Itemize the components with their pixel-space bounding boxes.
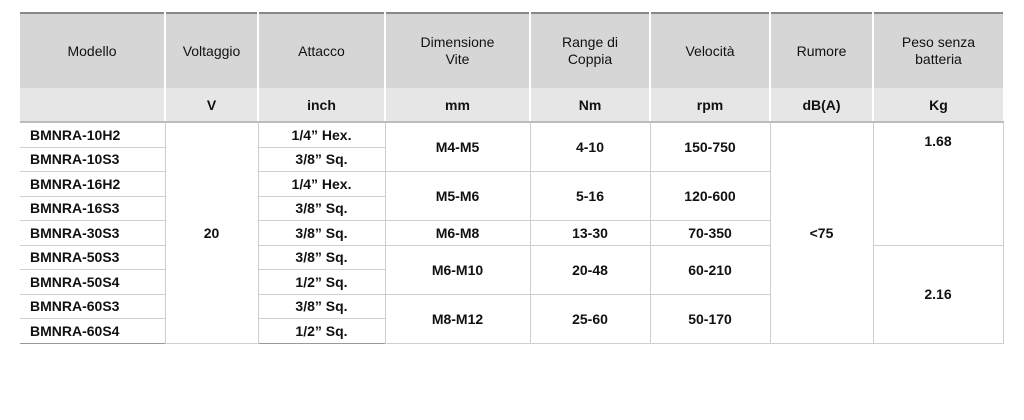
model: BMNRA-60S4: [20, 318, 166, 344]
screw-size: M8-M12: [384, 293, 531, 344]
fitting: 1/2” Sq.: [257, 318, 386, 344]
header-cell: Dimensione Vite: [384, 13, 530, 88]
header-cell: Peso senza batteria: [872, 13, 1003, 88]
model: BMNRA-50S4: [20, 269, 166, 295]
header-cell: Modello: [20, 13, 165, 88]
weight: 2.16: [872, 244, 1004, 344]
fitting: 1/4” Hex.: [257, 171, 386, 197]
model: BMNRA-10H2: [20, 121, 166, 148]
header-cell: Attacco: [257, 13, 385, 88]
screw-size: M4-M5: [384, 121, 531, 172]
header-cell: Velocità: [649, 13, 770, 88]
units-cell: Nm: [529, 88, 650, 123]
row: BMNRA-60S4 1/2” Sq.: [20, 318, 1003, 344]
units-cell: rpm: [649, 88, 770, 123]
header-cell: Rumore: [769, 13, 873, 88]
units-cell: dB(A): [769, 88, 873, 123]
torque-range: 5-16: [529, 171, 651, 221]
screw-size: M5-M6: [384, 171, 531, 221]
fitting: 1/4” Hex.: [257, 121, 386, 148]
fitting: 1/2” Sq.: [257, 269, 386, 295]
spec-table: Modello Voltaggio Attacco Dimensione Vit…: [20, 12, 1004, 344]
units-cell: V: [164, 88, 258, 123]
model: BMNRA-16S3: [20, 195, 166, 221]
fitting: 3/8” Sq.: [257, 220, 386, 246]
row: BMNRA-60S3 3/8” Sq. M8-M12 25-60 50-170: [20, 293, 1003, 344]
model: BMNRA-50S3: [20, 244, 166, 270]
units-cell: mm: [384, 88, 530, 123]
header-row: Modello Voltaggio Attacco Dimensione Vit…: [20, 13, 1003, 88]
row: BMNRA-16S3 3/8” Sq.: [20, 195, 1003, 221]
model: BMNRA-60S3: [20, 293, 166, 319]
speed: 60-210: [649, 244, 771, 295]
speed: 120-600: [649, 171, 771, 221]
screw-size: M6-M10: [384, 244, 531, 295]
torque-range: 25-60: [529, 293, 651, 344]
fitting: 3/8” Sq.: [257, 195, 386, 221]
fitting: 3/8” Sq.: [257, 293, 386, 319]
voltage: 20: [164, 121, 259, 344]
model: BMNRA-16H2: [20, 171, 166, 197]
row: BMNRA-10H2 20 1/4” Hex. M4-M5 4-10 150-7…: [20, 121, 1004, 344]
row: BMNRA-30S3 3/8” Sq. M6-M8 13-30 70-350: [20, 220, 1003, 246]
model: BMNRA-30S3: [20, 220, 166, 246]
torque-range: 13-30: [529, 220, 651, 246]
table-body: BMNRA-10H2 20 1/4” Hex. M4-M5 4-10 150-7…: [20, 121, 1004, 344]
model: BMNRA-10S3: [20, 146, 166, 172]
header-cell: Voltaggio: [164, 13, 258, 88]
units-row: V inch mm Nm rpm dB(A) Kg: [20, 88, 1003, 123]
units-cell: Kg: [872, 88, 1003, 123]
weight: 1.68: [872, 121, 1004, 246]
speed: 70-350: [649, 220, 771, 246]
header-cell: Range di Coppia: [529, 13, 650, 88]
fitting: 3/8” Sq.: [257, 146, 386, 172]
torque-range: 4-10: [529, 121, 651, 172]
speed: 50-170: [649, 293, 771, 344]
speed: 150-750: [649, 121, 771, 172]
row: BMNRA-10S3 3/8” Sq.: [20, 146, 1003, 172]
screw-size: M6-M8: [384, 220, 531, 246]
units-cell: inch: [257, 88, 385, 123]
units-cell: [20, 88, 165, 123]
fitting: 3/8” Sq.: [257, 244, 386, 270]
torque-range: 20-48: [529, 244, 651, 295]
noise: <75: [769, 121, 874, 344]
